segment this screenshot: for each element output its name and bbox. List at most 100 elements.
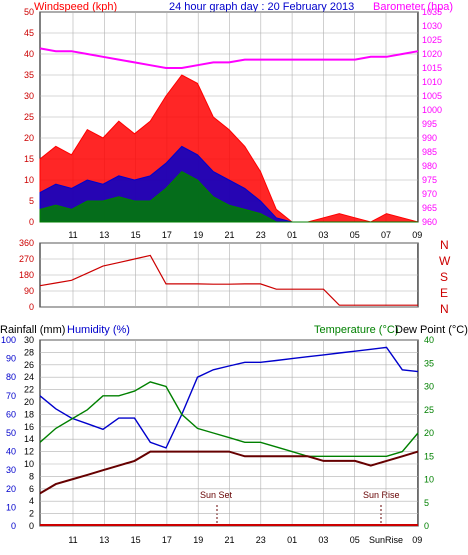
- rain-axis-tick-4: 8: [29, 471, 34, 481]
- dir-label-e: E: [440, 286, 448, 300]
- temp-x-tick-7: 01: [287, 535, 297, 545]
- sunset-label: Sun Set: [200, 490, 233, 500]
- temperature-label: Temperature (°C): [314, 324, 398, 336]
- dir-label-s: S: [440, 270, 448, 284]
- rain-axis-tick-6: 12: [24, 447, 34, 457]
- rain-axis-tick-1: 2: [29, 509, 34, 519]
- hum-axis-tick-6: 60: [6, 409, 16, 419]
- chart-title: 24 hour graph day : 20 February 2013: [169, 1, 354, 13]
- dir-axis-tick-4: 360: [19, 238, 34, 248]
- dir-axis-tick-0: 0: [29, 302, 34, 312]
- wind-axis-tick-7: 35: [24, 70, 34, 80]
- wind-axis-tick-3: 15: [24, 154, 34, 164]
- rain-axis-tick-10: 20: [24, 397, 34, 407]
- temp-x-tick-9: 05: [350, 535, 360, 545]
- wind-x-tick-9: 05: [350, 230, 360, 240]
- dir-axis-tick-2: 180: [19, 270, 34, 280]
- rain-axis-tick-9: 18: [24, 409, 34, 419]
- humidity-line: [39, 346, 419, 449]
- baro-axis-tick-4: 980: [422, 161, 437, 171]
- dir-axis-tick-1: 90: [24, 286, 34, 296]
- wind-x-tick-1: 13: [99, 230, 109, 240]
- wind-axis-tick-2: 10: [24, 175, 34, 185]
- rain-axis-tick-3: 6: [29, 484, 34, 494]
- wind-series-low: [39, 170, 418, 223]
- dir-label-n1: N: [440, 238, 449, 252]
- temp-x-tick-0: 11: [68, 535, 77, 545]
- rain-axis-tick-7: 14: [24, 434, 34, 444]
- baro-axis-tick-7: 995: [422, 119, 437, 129]
- dewpoint-line: [39, 450, 419, 495]
- wind-x-tick-0: 11: [68, 230, 77, 240]
- temp-x-tick-10: SunRise: [369, 535, 403, 545]
- rain-axis-tick-15: 30: [24, 335, 34, 345]
- wind-axis-tick-0: 0: [29, 217, 34, 227]
- temp-x-tick-11: 09: [412, 535, 422, 545]
- wind-axis-tick-9: 45: [24, 28, 34, 38]
- sunrise-label: Sun Rise: [363, 490, 400, 500]
- temp-axis-tick-0: 0: [424, 521, 429, 531]
- temp-x-tick-2: 15: [131, 535, 141, 545]
- baro-axis-tick-12: 1020: [422, 49, 442, 59]
- temp-axis-tick-5: 25: [424, 405, 434, 415]
- wind-x-tick-3: 17: [162, 230, 172, 240]
- wind-x-tick-2: 15: [131, 230, 141, 240]
- wind-axis-tick-6: 30: [24, 91, 34, 101]
- dir-label-n2: N: [440, 302, 449, 316]
- wind-x-tick-4: 19: [193, 230, 203, 240]
- hum-axis-tick-2: 20: [6, 484, 16, 494]
- hum-axis-tick-5: 50: [6, 428, 16, 438]
- wind-x-tick-8: 03: [318, 230, 328, 240]
- temp-axis-tick-6: 30: [424, 382, 434, 392]
- dynamic-marks: 0510152025303540455096096597097598098599…: [1, 7, 442, 545]
- hum-axis-tick-10: 100: [1, 335, 16, 345]
- temp-axis-tick-3: 15: [424, 451, 434, 461]
- wind-axis-tick-5: 25: [24, 112, 34, 122]
- wind-axis-tick-4: 20: [24, 133, 34, 143]
- hum-axis-tick-9: 90: [6, 354, 16, 364]
- rain-axis-tick-14: 28: [24, 347, 34, 357]
- temp-axis-tick-4: 20: [424, 428, 434, 438]
- temperature-line: [39, 381, 419, 457]
- baro-axis-tick-2: 970: [422, 189, 437, 199]
- baro-axis-tick-11: 1015: [422, 63, 442, 73]
- direction-line: [39, 254, 418, 306]
- baro-axis-tick-0: 960: [422, 217, 437, 227]
- wind-axis-tick-1: 5: [29, 196, 34, 206]
- rain-axis-tick-2: 4: [29, 496, 34, 506]
- rain-axis-tick-12: 24: [24, 372, 34, 382]
- baro-axis-tick-13: 1025: [422, 35, 442, 45]
- rain-axis-tick-5: 10: [24, 459, 34, 469]
- baro-axis-tick-3: 975: [422, 175, 437, 185]
- wind-x-tick-7: 01: [287, 230, 297, 240]
- wind-axis-tick-8: 40: [24, 49, 34, 59]
- wind-x-tick-5: 21: [224, 230, 234, 240]
- temp-axis-tick-8: 40: [424, 335, 434, 345]
- temp-axis-tick-1: 5: [424, 498, 429, 508]
- rain-axis-tick-8: 16: [24, 422, 34, 432]
- rain-axis-tick-11: 22: [24, 385, 34, 395]
- temp-x-tick-6: 23: [256, 535, 266, 545]
- humidity-label: Humidity (%): [67, 324, 130, 336]
- rainfall-label: Rainfall (mm): [0, 324, 65, 336]
- baro-axis-tick-1: 965: [422, 203, 437, 213]
- temp-x-tick-5: 21: [224, 535, 234, 545]
- baro-axis-tick-8: 1000: [422, 105, 442, 115]
- temp-x-tick-4: 19: [193, 535, 203, 545]
- temp-x-tick-3: 17: [162, 535, 172, 545]
- rain-axis-tick-0: 0: [29, 521, 34, 531]
- baro-axis-tick-10: 1010: [422, 77, 442, 87]
- barometer-line: [39, 47, 419, 69]
- hum-axis-tick-1: 10: [6, 502, 16, 512]
- wind-x-tick-6: 23: [256, 230, 266, 240]
- temp-x-tick-1: 13: [99, 535, 109, 545]
- wind-axis-tick-10: 50: [24, 7, 34, 17]
- hum-axis-tick-4: 40: [6, 447, 16, 457]
- baro-axis-tick-9: 1005: [422, 91, 442, 101]
- hum-axis-tick-8: 80: [6, 372, 16, 382]
- temp-axis-tick-2: 10: [424, 475, 434, 485]
- hum-axis-tick-3: 30: [6, 465, 16, 475]
- hum-axis-tick-7: 70: [6, 391, 16, 401]
